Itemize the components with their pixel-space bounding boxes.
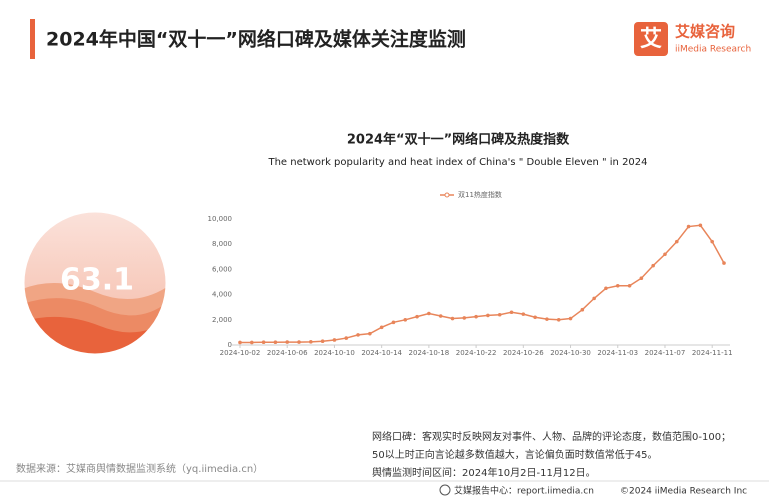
chart-subtitle: The network popularity and heat index of… [267,157,647,168]
x-tick-label: 2024-10-22 [456,349,497,357]
point [556,318,561,322]
point [379,325,384,330]
y-tick-label: 6,000 [212,265,232,273]
point [474,314,478,319]
x-tick-label: 2024-10-26 [503,349,544,357]
point [509,310,514,315]
point [356,333,360,337]
x-tick-label: 2024-11-11 [692,349,733,357]
point [592,296,596,301]
point [722,261,726,265]
note: 50以上时正向言论越多数值越大，言论偏负面时数值常低于45。 [372,448,657,461]
point [438,314,443,318]
source: 数据来源：艾媒商舆情数据监测系统（yq.iimedia.cn） [16,462,263,475]
x-tick-label: 2024-10-14 [361,349,402,357]
footer-right: ©2024 iiMedia Research Inc [620,487,747,497]
point [651,263,655,268]
y-tick-label: 8,000 [212,240,232,248]
point [285,340,290,344]
footer-left: 艾媒报告中心：report.iimedia.cn [454,485,594,497]
y-tick-label: 0 [228,341,232,349]
globe-icon [439,484,451,496]
logo-en: iiMedia Research [675,45,751,55]
point [639,276,644,281]
point [604,286,608,291]
x-tick-label: 2024-11-03 [597,349,638,357]
point [698,223,703,228]
x-tick-label: 2024-10-30 [550,349,591,357]
point [273,340,278,345]
point [545,317,549,321]
point [568,316,573,321]
point [427,311,431,316]
legend-label: 双11热度指数 [458,190,502,199]
series-line [240,224,725,344]
point [450,316,455,321]
point [663,252,667,257]
point [238,340,242,345]
logo-box [634,22,668,56]
point [521,312,526,316]
plot: 0 2,000 4,000 6,000 8,000 10,000 2024-10-02 202… [208,190,733,357]
y-tick-label: 4,000 [212,291,232,299]
title-accent [30,19,35,59]
point [297,340,301,344]
point [320,339,325,344]
page-title: 2024年中国“双十一”网络口碑及媒体关注度监测 [46,28,466,51]
point [580,307,585,312]
point [627,283,632,288]
point [533,315,537,320]
point [332,338,337,342]
x-tick-label: 2024-10-18 [409,349,450,357]
logo-mark: 艾 [640,27,662,52]
point [261,340,266,345]
point [309,340,313,344]
point [686,224,691,229]
point [497,312,502,317]
gauge-ring [21,209,169,357]
point [462,316,467,320]
point [344,336,349,340]
point [250,340,254,345]
point [486,313,490,318]
point [391,320,396,325]
point [415,314,419,319]
point [710,239,714,244]
logo-cn: 艾媒咨询 [675,23,735,41]
gauge-value: 63.1 [60,263,134,298]
x-tick-label: 2024-10-02 [220,349,261,357]
y-tick-label: 2,000 [212,316,232,324]
y-tick-label: 10,000 [208,215,233,223]
chart-title: 2024年“双十一”网络口碑及热度指数 [347,132,570,148]
note: 舆情监测时间区间：2024年10月2日-11月12日。 [372,466,596,479]
point [674,239,679,244]
legend-marker [444,192,450,198]
x-tick-label: 2024-10-06 [267,349,308,357]
x-tick-label: 2024-10-10 [314,349,355,357]
point [368,331,372,336]
x-tick-label: 2024-11-07 [645,349,686,357]
point [615,283,620,288]
point [403,318,408,322]
note: 网络口碑：客观实时反映网友对事件、人物、品牌的评论态度，数值范围0-100； [372,430,731,443]
